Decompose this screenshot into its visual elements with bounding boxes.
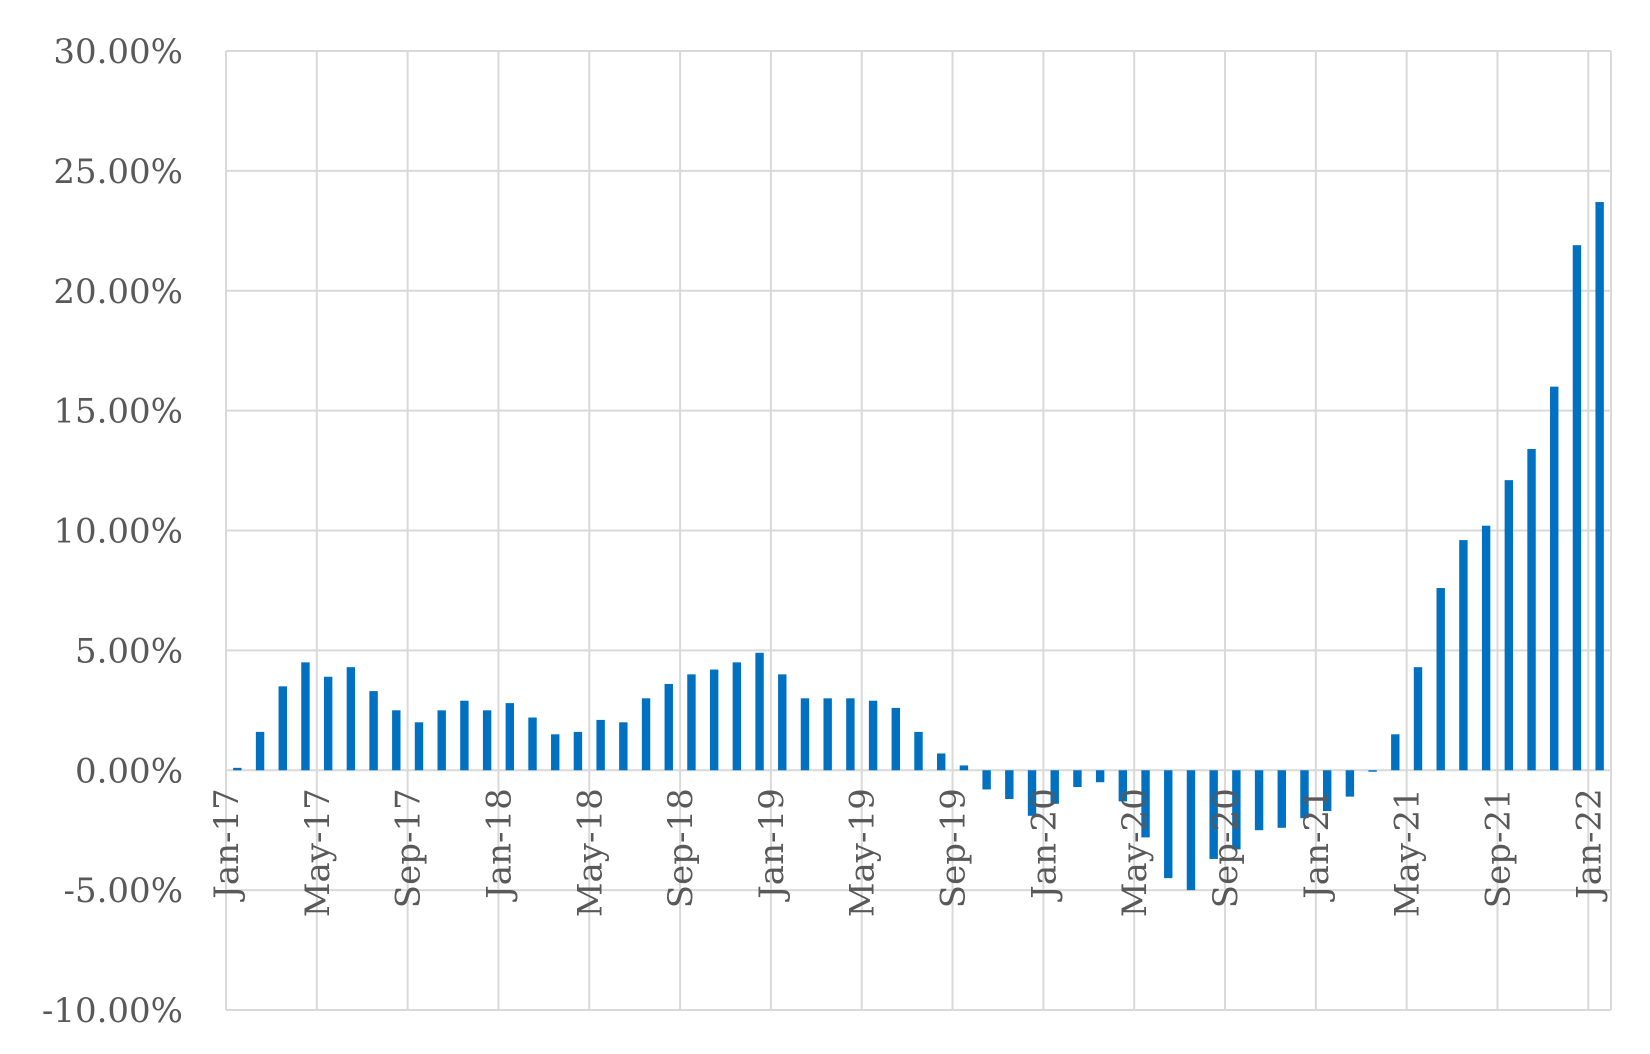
- bar: [800, 698, 810, 771]
- bar: [528, 717, 537, 771]
- bar: [914, 731, 923, 771]
- bar: [1164, 770, 1173, 879]
- bar: [1368, 770, 1377, 772]
- x-tick-label: May-21: [1388, 788, 1428, 917]
- bar: [369, 691, 378, 771]
- bar: [1232, 770, 1241, 850]
- bar: [823, 698, 832, 771]
- bar: [323, 676, 333, 771]
- x-tick-label: Jan-21: [1297, 788, 1337, 902]
- x-tick-label: May-17: [298, 788, 338, 917]
- y-tick-label: -10.00%: [42, 991, 183, 1031]
- bar: [982, 770, 991, 790]
- y-tick-label: 30.00%: [53, 32, 183, 72]
- y-tick-label: 20.00%: [53, 272, 183, 312]
- bar: [1209, 770, 1218, 859]
- bar: [664, 683, 673, 771]
- bar: [1572, 245, 1582, 771]
- y-tick-label: 15.00%: [53, 392, 183, 432]
- bar: [868, 700, 878, 771]
- x-tick-label: Jan-18: [479, 788, 519, 902]
- x-tick-label: Sep-18: [661, 788, 701, 908]
- y-tick-label: 25.00%: [53, 152, 183, 192]
- bar: [1481, 525, 1491, 771]
- x-tick-label: Sep-17: [389, 788, 429, 908]
- bar: [1254, 770, 1264, 831]
- bar: [778, 674, 787, 771]
- bar: [1595, 202, 1604, 771]
- x-tick-label: May-19: [843, 788, 883, 917]
- bar: [687, 674, 696, 771]
- bar: [505, 703, 515, 771]
- bar: [437, 710, 446, 771]
- bar: [1027, 770, 1037, 816]
- bar: [1391, 734, 1400, 771]
- bar: [1345, 770, 1355, 797]
- bar: [1005, 770, 1014, 800]
- bar: [1277, 770, 1286, 828]
- y-tick-label: 5.00%: [75, 631, 183, 671]
- x-tick-label: Sep-19: [934, 788, 974, 908]
- bar: [596, 719, 605, 771]
- bar: [1322, 770, 1332, 812]
- x-tick-label: Jan-20: [1024, 788, 1064, 902]
- bar: [891, 707, 900, 771]
- bar: [233, 767, 242, 771]
- bar: [414, 722, 424, 771]
- y-tick-label: -5.00%: [64, 871, 184, 911]
- gridlines: [225, 50, 1612, 1011]
- bar: [346, 667, 356, 771]
- bar: [460, 700, 469, 771]
- bar: [709, 669, 719, 771]
- x-tick-label: May-20: [1115, 788, 1155, 917]
- bar: [1141, 770, 1150, 838]
- bars: [233, 202, 1604, 891]
- bar: [278, 686, 287, 771]
- bar: [755, 652, 764, 771]
- bar: [482, 710, 492, 771]
- y-tick-label: 0.00%: [75, 751, 183, 791]
- bar: [1073, 770, 1082, 788]
- bar: [573, 731, 583, 771]
- bar: [301, 662, 310, 771]
- bar: [641, 698, 651, 771]
- bar: [1095, 770, 1105, 783]
- bar: [846, 698, 855, 771]
- bar: [1436, 588, 1445, 771]
- x-tick-label: May-18: [570, 788, 610, 917]
- bar: [392, 710, 401, 771]
- bar: [1550, 386, 1559, 771]
- bar: [937, 753, 946, 771]
- bar: [1118, 770, 1128, 802]
- x-tick-label: Jan-22: [1569, 788, 1609, 902]
- bar: [1413, 667, 1423, 771]
- x-tick-label: Sep-20: [1206, 788, 1246, 908]
- y-tick-label: 10.00%: [53, 512, 183, 552]
- bar: [619, 722, 628, 771]
- x-tick-label: Jan-17: [207, 788, 247, 902]
- bar: [1527, 448, 1536, 771]
- bar: [959, 765, 969, 771]
- bar: [255, 731, 265, 771]
- bar: [1504, 480, 1514, 771]
- x-axis-ticks: Jan-17 May-17 Sep-17 Jan-18 May-18 Sep-18 Jan-…: [207, 788, 1609, 917]
- bar: [1050, 770, 1059, 804]
- x-tick-label: Sep-21: [1478, 788, 1518, 908]
- x-tick-label: Jan-19: [752, 788, 792, 902]
- bar: [1186, 770, 1196, 891]
- y-axis-ticks: -10.00% -5.00% 0.00% 5.00% 10.00% 15.00% 20.00…: [42, 32, 183, 1031]
- bar: [732, 662, 742, 771]
- bar: [1300, 770, 1309, 819]
- bar: [551, 734, 560, 771]
- bar: [1459, 540, 1468, 771]
